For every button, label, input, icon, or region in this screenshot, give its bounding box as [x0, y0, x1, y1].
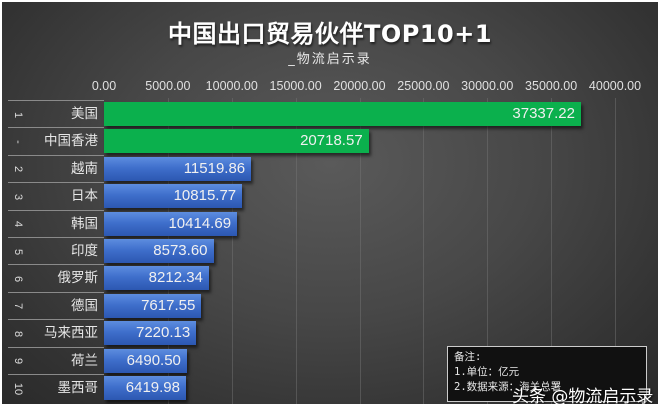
- bar-value-label: 10815.77: [173, 187, 237, 205]
- country-name: 德国: [71, 297, 98, 314]
- rank-label: 4: [8, 211, 28, 238]
- watermark-text: 头条 @物流启示录: [512, 387, 654, 404]
- country-name: 印度: [71, 243, 98, 259]
- rank-label: 10: [8, 375, 28, 402]
- bar: 7617.55: [104, 293, 202, 318]
- rank-label: 2: [8, 156, 28, 183]
- bar: 11519.86: [104, 156, 252, 181]
- chart-subtitle: _物流启示录: [288, 52, 372, 67]
- bar: 37337.22: [104, 102, 581, 126]
- x-tick-label: 0.00: [91, 79, 117, 93]
- rank-value: 6: [12, 275, 24, 282]
- category-row: 3 日本: [8, 182, 104, 210]
- bar: 10815.77: [104, 184, 243, 209]
- rank-label: 8: [8, 320, 28, 347]
- country-name: 日本: [71, 188, 98, 205]
- rank-label: -: [8, 128, 28, 155]
- category-row: 2 越南: [8, 154, 104, 183]
- bar-value-label: 8212.34: [148, 269, 203, 287]
- category-row: 6 俄罗斯: [8, 264, 104, 292]
- country-name: 越南: [71, 160, 98, 177]
- bar-value-label: 6419.98: [125, 379, 180, 396]
- chart-title: 中国出口贸易伙伴TOP10+1: [167, 20, 493, 48]
- x-tick-label: 20000.00: [333, 79, 386, 93]
- bar-value-label: 37337.22: [512, 105, 575, 122]
- country-name: 墨西哥: [57, 380, 99, 396]
- rank-value: -: [11, 140, 24, 144]
- bar-value-label: 6490.50: [126, 351, 181, 369]
- bar-value-label: 11519.86: [183, 159, 246, 177]
- bar: 20718.57: [104, 129, 369, 154]
- x-tick-label: 40000.00: [588, 79, 642, 93]
- category-row: 1 美国: [8, 100, 104, 128]
- country-name: 马来西亚: [44, 325, 98, 342]
- category-row: 10 墨西哥: [8, 374, 104, 402]
- bar-value-label: 20718.57: [300, 132, 363, 150]
- x-tick-label: 35000.00: [525, 79, 578, 93]
- rank-value: 10: [12, 382, 24, 395]
- bar: 10414.69: [104, 211, 238, 236]
- note-box: 备注: 1.单位：亿元 2.数据来源：海关总署: [447, 346, 647, 402]
- rank-label: 3: [8, 183, 28, 210]
- rank-value: 1: [12, 111, 24, 118]
- rank-value: 3: [12, 193, 24, 200]
- rank-label: 6: [8, 265, 28, 292]
- x-tick-label: 25000.00: [397, 79, 450, 93]
- gridline: [551, 98, 553, 404]
- rank-value: 2: [12, 166, 24, 173]
- bar: 6490.50: [104, 348, 187, 373]
- x-tick-label: 15000.00: [269, 79, 322, 93]
- country-name: 俄罗斯: [57, 270, 99, 287]
- rank-label: 7: [8, 293, 28, 320]
- country-name: 荷兰: [71, 352, 98, 369]
- bar: 8573.60: [104, 239, 214, 263]
- country-name: 韩国: [71, 215, 98, 232]
- gridline: [423, 98, 425, 404]
- gridline: [615, 98, 616, 404]
- category-row: 4 韩国: [8, 209, 104, 238]
- gridline: [231, 98, 233, 404]
- gridline: [359, 98, 361, 404]
- category-row: 9 荷兰: [8, 346, 104, 375]
- country-name: 美国: [71, 106, 98, 122]
- gridline: [487, 98, 489, 404]
- bar: 6419.98: [104, 376, 186, 400]
- country-name: 中国香港: [44, 133, 98, 150]
- rank-value: 5: [12, 248, 24, 255]
- category-row: 7 德国: [8, 291, 104, 320]
- x-tick-label: 10000.00: [205, 79, 258, 93]
- note-heading: 备注:: [454, 351, 482, 363]
- x-tick-label: 30000.00: [461, 79, 514, 93]
- bar: 7220.13: [104, 321, 197, 346]
- rank-label: 1: [8, 101, 28, 128]
- note-unit: 1.单位：亿元: [454, 366, 520, 378]
- x-tick-label: 5000.00: [145, 79, 191, 93]
- bar-value-label: 7220.13: [136, 324, 191, 342]
- bar-value-label: 8573.60: [153, 242, 208, 259]
- bar: 8212.34: [104, 266, 209, 291]
- rank-label: 9: [8, 348, 28, 375]
- note-source: 2.数据来源：海关总署: [454, 381, 562, 393]
- rank-value: 4: [12, 221, 24, 228]
- watermark: 头条 @物流启示录: [512, 382, 653, 404]
- category-row: 5 印度: [8, 237, 104, 265]
- rank-label: 5: [8, 238, 28, 265]
- bar-value-label: 7617.55: [141, 296, 196, 314]
- gridline: [295, 98, 297, 404]
- category-row: 8 马来西亚: [8, 319, 104, 347]
- bar-value-label: 10414.69: [168, 214, 232, 232]
- rank-value: 8: [12, 330, 24, 337]
- rank-value: 7: [12, 303, 24, 310]
- rank-value: 9: [12, 358, 24, 365]
- category-row: - 中国香港: [8, 127, 104, 155]
